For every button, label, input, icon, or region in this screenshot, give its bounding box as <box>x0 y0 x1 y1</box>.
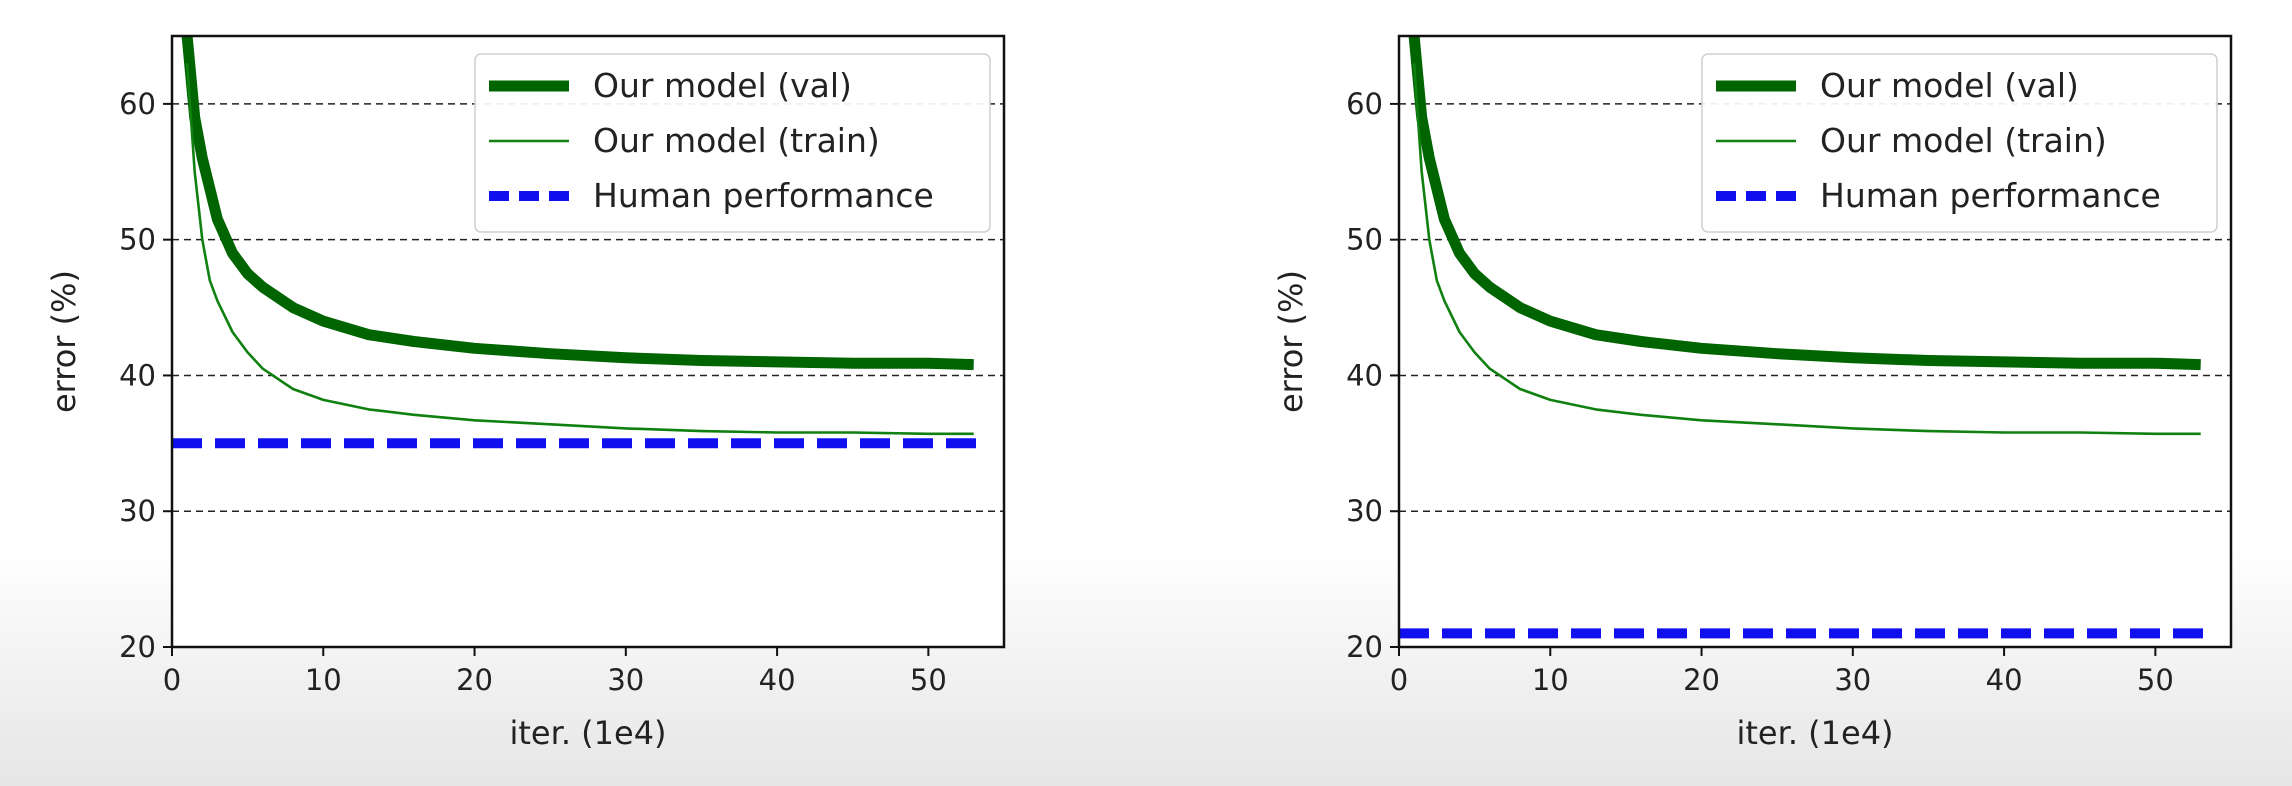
y-tick-label: 60 <box>119 87 156 121</box>
y-tick-label: 50 <box>119 223 156 257</box>
x-tick-label: 40 <box>1986 663 2023 697</box>
x-tick-label: 10 <box>305 663 342 697</box>
series-group <box>172 36 989 449</box>
chart-right: 20 30 40 50 60 0 10 20 30 40 50 iter. (1e4) error (%… <box>1272 34 2233 752</box>
x-tick-label: 40 <box>759 663 796 697</box>
series-line-1 <box>185 63 974 436</box>
x-tick-label: 20 <box>1683 663 1720 697</box>
legend-label-1: Our model (train) <box>1820 121 2107 160</box>
y-tick-label: 20 <box>119 630 156 664</box>
chart-left: 20 30 40 50 60 0 10 20 30 40 50 iter. (1e4) error (%… <box>45 34 1006 752</box>
series-line-1 <box>1412 63 2201 436</box>
series-group <box>1399 36 2216 639</box>
legend-box <box>1701 53 2218 233</box>
x-tick-label: 0 <box>1390 663 1408 697</box>
x-axis-label: iter. (1e4) <box>1736 714 1893 752</box>
x-tick-label: 30 <box>1834 663 1871 697</box>
axes-frame <box>1397 34 2233 649</box>
y-axis-label: error (%) <box>45 270 83 413</box>
legend-label-0: Our model (val) <box>593 66 852 105</box>
legend-box <box>474 53 991 233</box>
x-tick-label: 50 <box>910 663 947 697</box>
axes-frame <box>170 34 1006 649</box>
y-tick-label: 20 <box>1346 630 1383 664</box>
legend-label-2: Human performance <box>593 176 934 215</box>
y-tick-label: 60 <box>1346 87 1383 121</box>
legend-label-2: Human performance <box>1820 176 2161 215</box>
y-tick-label: 50 <box>1346 223 1383 257</box>
y-axis-label: error (%) <box>1272 270 1310 413</box>
y-tick-label: 40 <box>119 358 156 392</box>
x-tick-label: 30 <box>607 663 644 697</box>
x-tick-label: 20 <box>456 663 493 697</box>
x-tick-label: 50 <box>2137 663 2174 697</box>
legend: Our model (val) Our model (train) Human pe… <box>474 53 991 233</box>
x-tick-label: 10 <box>1532 663 1569 697</box>
series-line-0 <box>1408 36 2201 371</box>
legend-label-1: Our model (train) <box>593 121 880 160</box>
y-tick-label: 30 <box>119 494 156 528</box>
x-axis-label: iter. (1e4) <box>509 714 666 752</box>
y-tick-label: 40 <box>1346 358 1383 392</box>
series-line-0 <box>181 36 974 371</box>
legend-label-0: Our model (val) <box>1820 66 2079 105</box>
legend: Our model (val) Our model (train) Human pe… <box>1701 53 2218 233</box>
y-tick-label: 30 <box>1346 494 1383 528</box>
x-tick-label: 0 <box>163 663 181 697</box>
